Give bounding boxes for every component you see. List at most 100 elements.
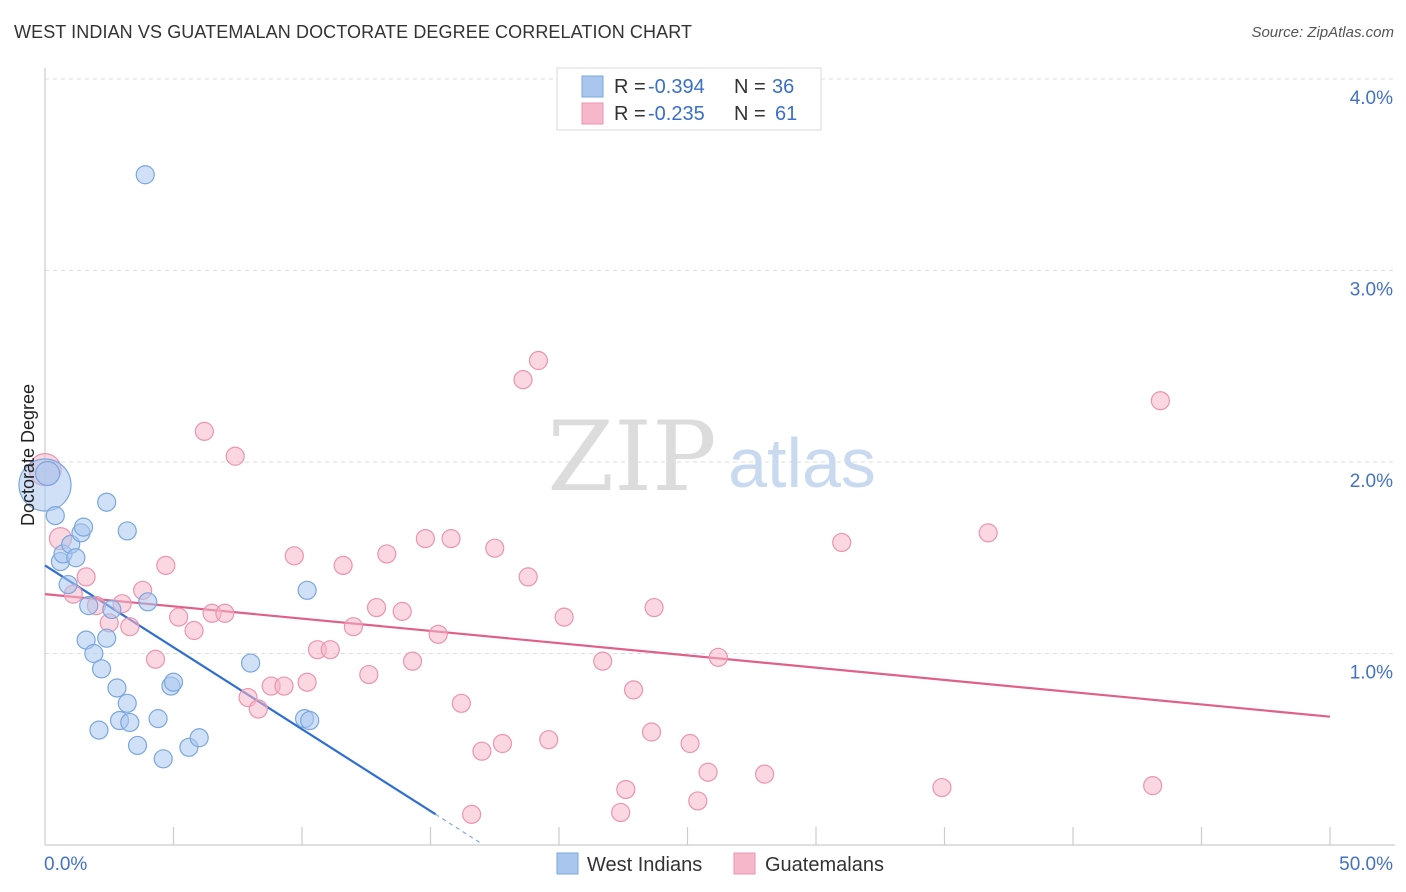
guatemalan-point-16 [225, 446, 245, 466]
guatemalan-point-34 [441, 528, 461, 549]
watermark-zip: ZIP [547, 401, 716, 513]
guatemalan-point-57 [932, 777, 952, 798]
guatemalan-point-20 [274, 676, 294, 696]
guatemalan-point-47 [616, 779, 636, 800]
chart-title: WEST INDIAN VS GUATEMALAN DOCTORATE DEGR… [14, 22, 693, 42]
guatemalan-point-32 [415, 528, 435, 549]
guatemalan-point-55 [754, 764, 775, 784]
west-indian-point-13 [89, 720, 109, 740]
legend-r-value-0: -0.394 [648, 76, 705, 98]
guatemalan-point-35 [451, 693, 471, 713]
west-indian-point-35 [300, 710, 320, 731]
west-indian-point-15 [97, 628, 117, 648]
guatemalan-point-21 [284, 546, 304, 566]
y-axis-title: Doctorate Degree [18, 384, 38, 526]
west-indian-point-32 [241, 653, 261, 673]
axes [44, 68, 1395, 846]
x-tick-label-1: 50.0% [1339, 854, 1393, 875]
guatemalan-point-40 [513, 370, 533, 390]
west-indian-point-34 [297, 580, 317, 600]
west-indian-point-26 [148, 709, 168, 729]
trend-lines [44, 564, 1331, 845]
legend-r-label-0: R = [614, 76, 646, 98]
legend-r-label-1: R = [614, 103, 646, 125]
guatemalan-point-13 [194, 421, 214, 441]
bottom-legend: West Indians Guatemalans [556, 852, 884, 876]
guatemalan-point-30 [392, 601, 412, 621]
guatemalan-point-9 [145, 649, 166, 669]
guatemalan-point-31 [402, 651, 423, 671]
guatemalan-point-56 [832, 532, 852, 553]
west-indian-point-20 [117, 693, 137, 713]
west-indian-point-27 [153, 749, 173, 769]
guatemalan-point-28 [366, 597, 387, 618]
guatemalan-point-43 [539, 730, 559, 750]
guatemalan-point-46 [611, 802, 631, 823]
guatemalan-point-18 [248, 699, 268, 719]
west-indian-point-16 [97, 492, 117, 512]
guatemalan-point-60 [1150, 391, 1170, 411]
west-indian-point-2 [45, 506, 65, 526]
west-indian-point-14 [91, 659, 112, 679]
guatemalan-point-52 [688, 791, 708, 811]
west-indian-point-11 [79, 596, 99, 616]
west-indian-point-17 [102, 599, 122, 620]
guatemalan-point-49 [641, 722, 662, 742]
guatemalan-point-27 [359, 664, 379, 685]
guatemalan-point-59 [1143, 776, 1163, 796]
bottom-legend-label-west-indians: West Indians [587, 854, 702, 876]
guatemalan-point-51 [680, 733, 700, 754]
guatemalan-point-10 [156, 555, 176, 576]
west-indian-point-22 [117, 521, 137, 541]
x-tick-labels: 0.0% 50.0% [44, 854, 1393, 875]
west-indian-point-24 [135, 165, 155, 185]
guatemalan-point-58 [978, 523, 998, 543]
guatemalan-point-50 [644, 597, 664, 618]
guatemalan-point-48 [623, 680, 644, 700]
guatemalan-point-37 [472, 741, 492, 761]
legend-swatch-guatemalans [581, 102, 604, 125]
bottom-legend-label-guatemalans: Guatemalans [765, 854, 884, 876]
west-indian-point-29 [163, 672, 184, 692]
legend-n-label-0: N = [734, 76, 766, 98]
guatemalan-point-15 [215, 603, 235, 623]
y-tick-label-1: 2.0% [1350, 471, 1393, 492]
west-indian-point-5 [58, 574, 78, 595]
guatemalan-point-3 [76, 567, 96, 587]
west-indian-point-9 [73, 517, 94, 537]
guatemalan-point-24 [320, 640, 340, 660]
guatemalan-point-42 [528, 350, 549, 371]
legend-box: R = -0.394 N = 36 R = -0.235 N = 61 [556, 67, 822, 131]
grid-lines [45, 78, 1395, 654]
west-indian-point-1 [34, 460, 61, 487]
guatemalan-point-12 [184, 620, 204, 641]
west-indian-point-25 [138, 592, 158, 612]
bottom-legend-swatch-guatemalans [733, 852, 756, 875]
y-tick-labels: 1.0% 2.0% 3.0% 4.0% [1350, 88, 1393, 684]
west-indians-trend-extension [435, 813, 483, 845]
guatemalan-point-54 [708, 647, 728, 667]
legend-n-value-0: 36 [772, 76, 794, 98]
guatemalan-point-36 [462, 804, 482, 824]
west-indian-point-23 [127, 735, 148, 756]
guatemalan-point-45 [593, 651, 613, 671]
guatemalans-trend-line [44, 593, 1331, 718]
bottom-legend-swatch-west-indians [556, 852, 579, 875]
west-indian-point-7 [66, 548, 86, 568]
guatemalan-point-44 [554, 607, 574, 627]
legend-swatch-west-indians [581, 75, 604, 98]
guatemalan-point-33 [428, 624, 448, 644]
guatemalan-point-39 [492, 733, 513, 754]
guatemalan-point-22 [297, 672, 317, 692]
y-tick-label-0: 1.0% [1350, 663, 1393, 684]
watermark: ZIP atlas [547, 401, 876, 513]
data-points [18, 165, 1170, 824]
watermark-atlas: atlas [728, 424, 876, 502]
guatemalan-point-11 [169, 607, 189, 627]
west-indian-point-21 [120, 712, 140, 733]
source-label: Source: ZipAtlas.com [1251, 24, 1394, 41]
west-indian-point-12 [84, 643, 104, 664]
guatemalan-point-26 [343, 617, 363, 637]
guatemalan-point-41 [518, 567, 538, 587]
